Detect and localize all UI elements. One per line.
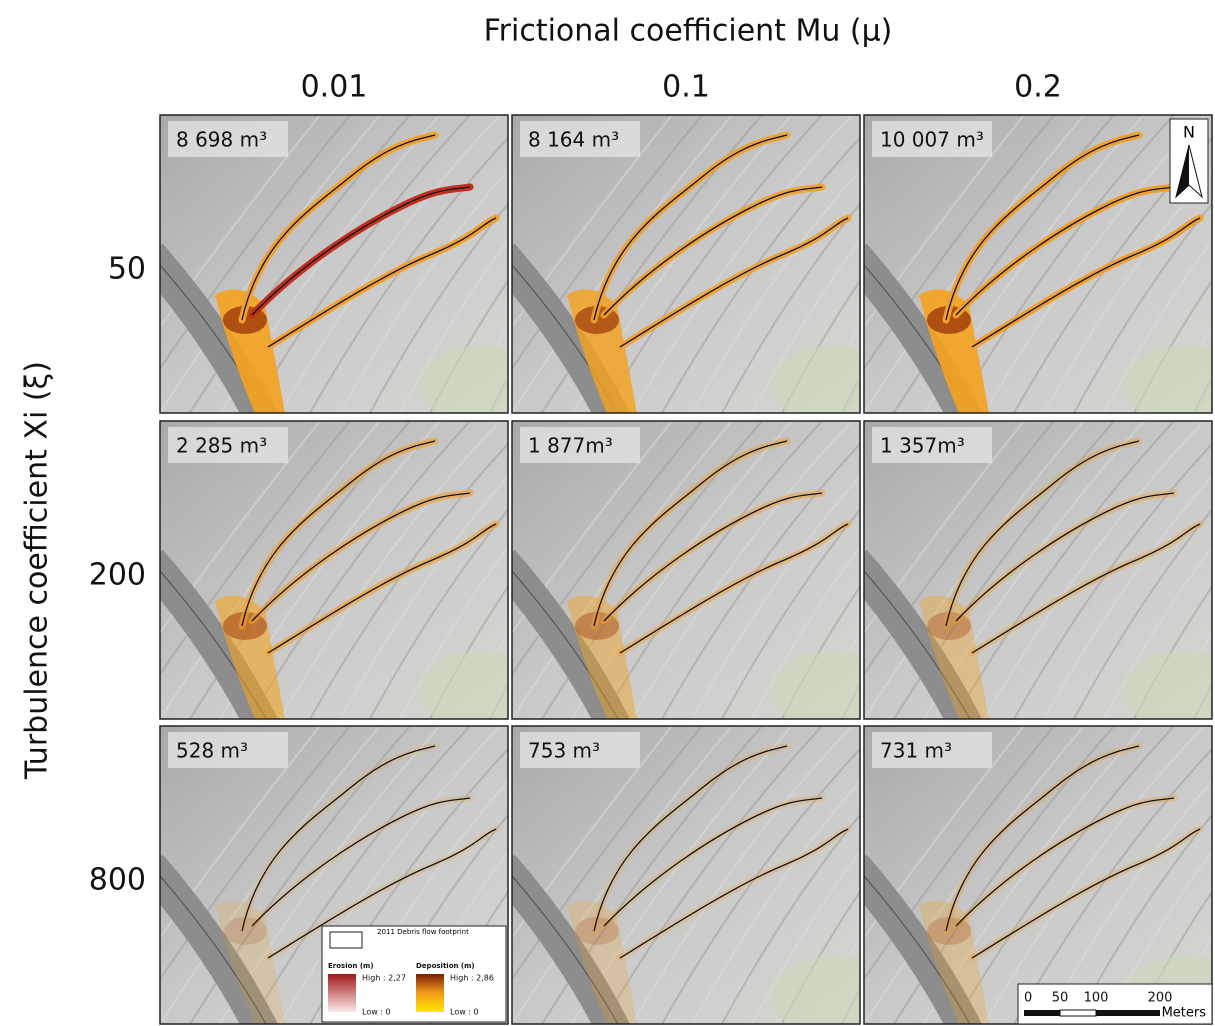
volume-label: 731 m³ [880, 739, 952, 763]
figure: Frictional coefficient Mu (μ) Turbulence… [0, 0, 1215, 1026]
scale-seg [1024, 1010, 1060, 1016]
scale-tick-label: 200 [1148, 991, 1173, 1006]
erosion-title: Erosion (m) [328, 962, 374, 970]
column-label: 0.01 [301, 70, 368, 105]
deposition-title: Deposition (m) [416, 962, 475, 970]
legend: 2011 Debris flow footprint Erosion (m) Hig… [322, 926, 506, 1022]
north-arrow-label: N [1183, 123, 1195, 142]
deposition-ramp [416, 974, 444, 1012]
row-label: 200 [89, 558, 146, 593]
volume-label: 1 357m³ [880, 434, 965, 458]
scale-tick-label: 50 [1052, 991, 1069, 1006]
volume-label: 8 698 m³ [176, 128, 267, 152]
erosion-high: High : 2,27 [362, 974, 406, 983]
scale-seg [1060, 1010, 1096, 1016]
north-arrow: N [1170, 119, 1208, 203]
volume-label: 528 m³ [176, 739, 248, 763]
row-label: 800 [89, 863, 146, 898]
erosion-low: Low : 0 [362, 1008, 391, 1017]
scale-seg [1096, 1010, 1160, 1016]
volume-label: 10 007 m³ [880, 128, 984, 152]
column-label: 0.2 [1014, 70, 1062, 105]
scale-bar: 0 50 100 200Meters [1018, 984, 1212, 1024]
volume-label: 8 164 m³ [528, 128, 619, 152]
volume-label: 1 877m³ [528, 434, 613, 458]
map-panel: 731 m³ [804, 726, 1215, 1026]
column-axis-title: Frictional coefficient Mu (μ) [484, 14, 893, 49]
scale-tick-label: 0 [1024, 991, 1032, 1006]
row-label: 50 [108, 252, 146, 287]
deposition-high: High : 2,86 [450, 974, 494, 983]
scale-tick-label: 100 [1084, 991, 1109, 1006]
volume-label: 2 285 m³ [176, 434, 267, 458]
map-panel: 10 007 m³ [804, 115, 1215, 425]
footprint-label: 2011 Debris flow footprint [368, 928, 478, 936]
map-panel: 1 357m³ [804, 421, 1215, 731]
scale-unit: Meters [1162, 1006, 1207, 1021]
column-label: 0.1 [662, 70, 710, 105]
erosion-ramp [328, 974, 356, 1012]
row-axis-title: Turbulence coefficient Xi (ξ) [20, 361, 55, 780]
deposition-low: Low : 0 [450, 1008, 479, 1017]
footprint-swatch [330, 932, 362, 948]
volume-label: 753 m³ [528, 739, 600, 763]
